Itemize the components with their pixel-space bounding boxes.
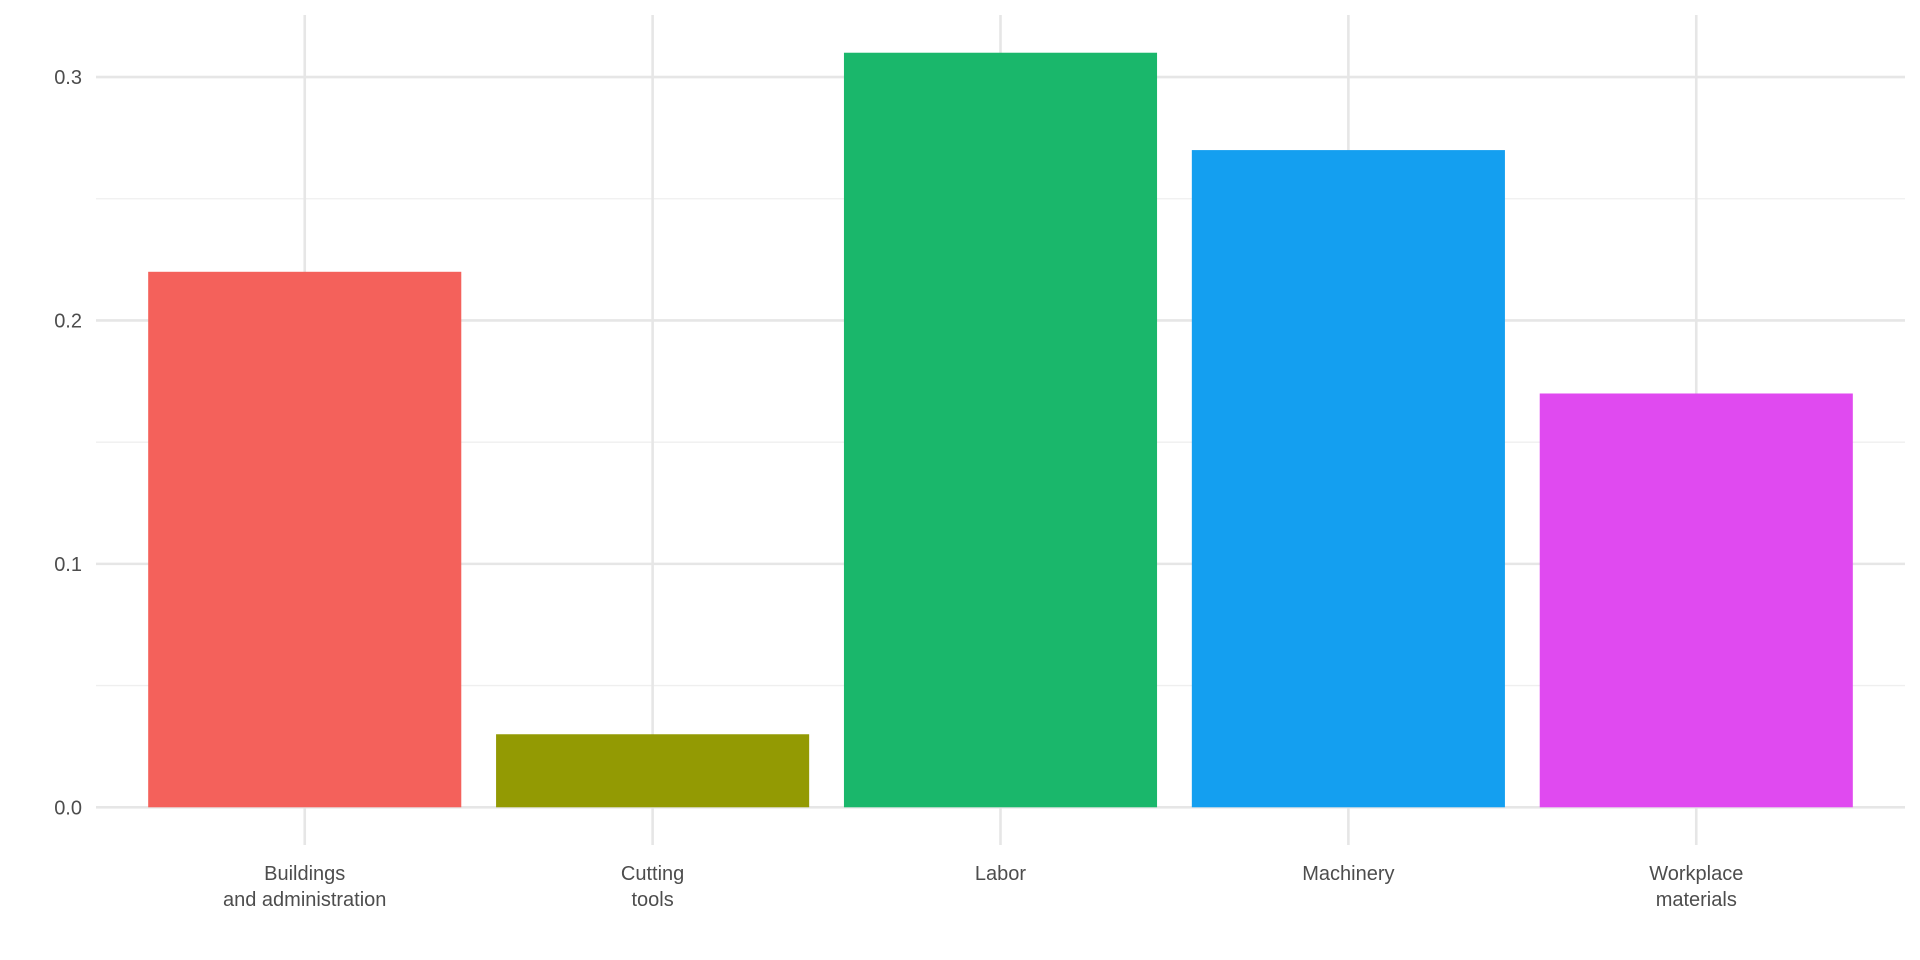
y-tick-label: 0.0: [54, 797, 82, 819]
y-tick-label: 0.1: [54, 554, 82, 576]
x-tick-label: Buildings and administration: [223, 863, 386, 911]
x-tick-label: Workplace materials: [1649, 863, 1743, 911]
y-tick-label: 0.3: [54, 67, 82, 89]
y-tick-label: 0.2: [54, 310, 82, 332]
bar: [148, 271, 462, 808]
x-tick-label: Machinery: [1302, 863, 1394, 885]
x-tick-label: Labor: [975, 863, 1026, 885]
bar: [496, 734, 810, 808]
bar: [843, 52, 1158, 808]
bar: [1191, 150, 1505, 808]
x-tick-label: Cutting tools: [621, 863, 684, 911]
bar: [1539, 393, 1853, 808]
